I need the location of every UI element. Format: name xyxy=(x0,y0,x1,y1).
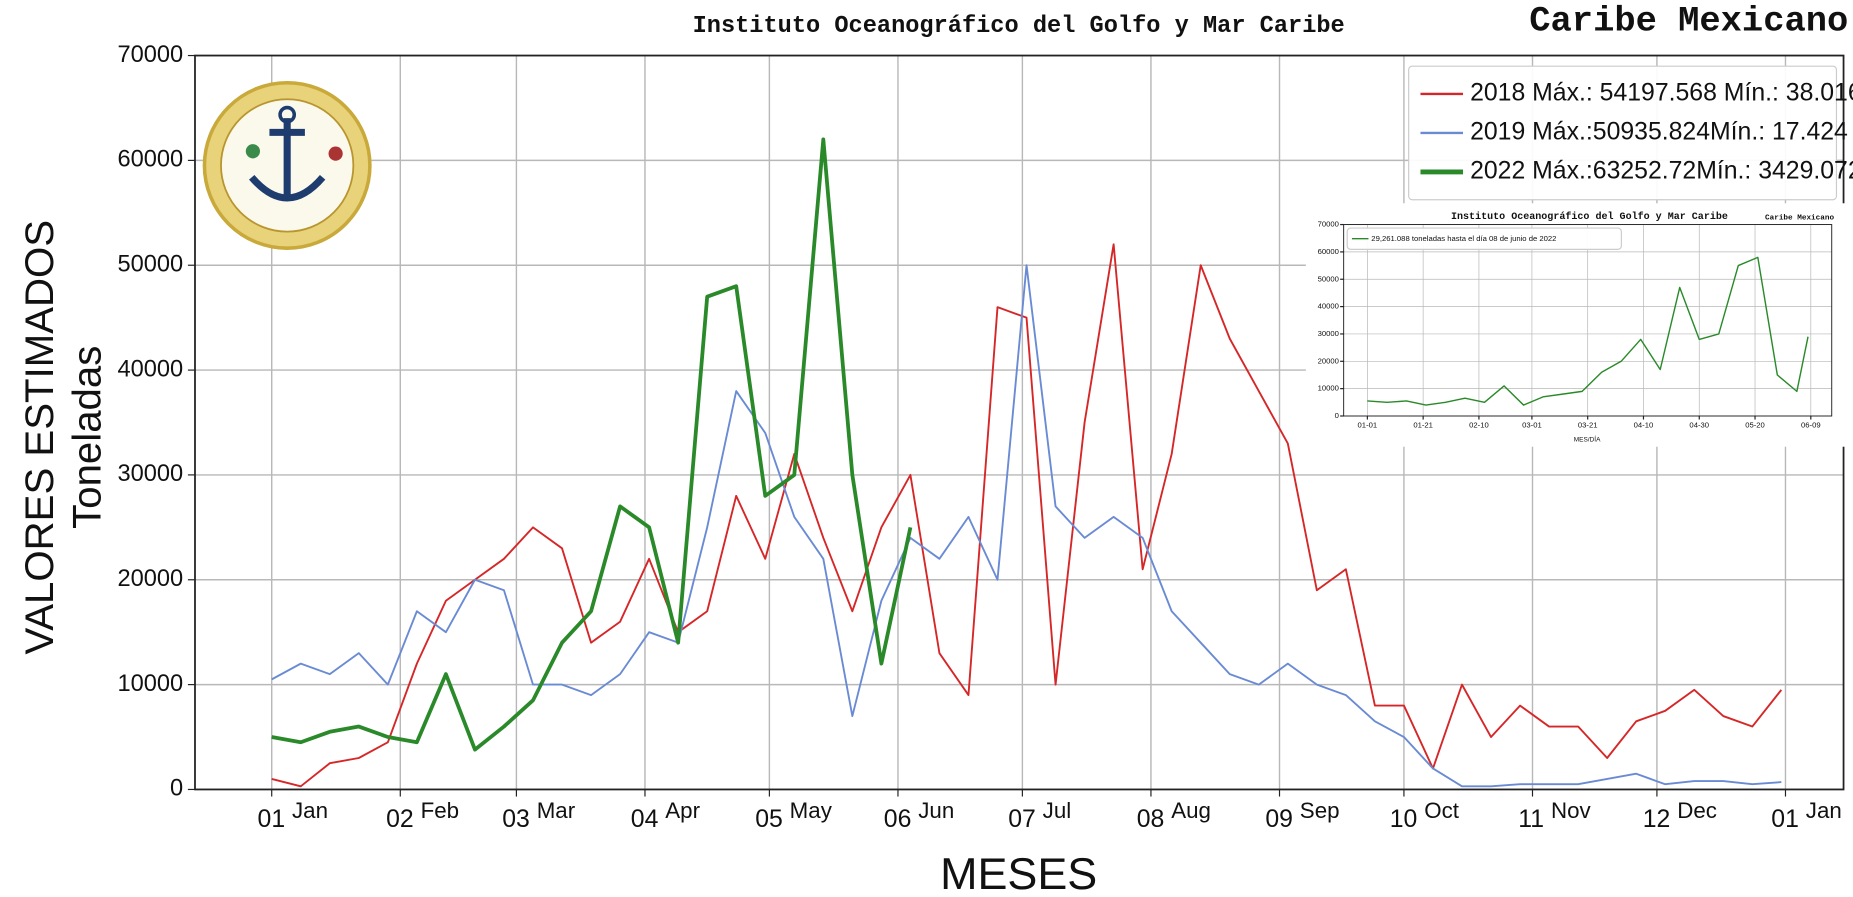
y-tick-label: 50000 xyxy=(117,251,183,277)
x-tick-label: 03-01 xyxy=(1522,420,1542,429)
tick-month: Jan xyxy=(292,798,328,823)
x-tick-label: 05 May xyxy=(755,798,832,833)
x-tick-label: 11 Nov xyxy=(1518,798,1591,833)
x-tick-label: 03-21 xyxy=(1578,420,1598,429)
tick-month: Oct xyxy=(1424,798,1460,823)
tick-day: 08 xyxy=(1137,806,1171,833)
tick-day: 02 xyxy=(386,806,420,833)
chart-subtitle: Caribe Mexicano xyxy=(1765,214,1834,222)
x-tick-label: 04-10 xyxy=(1634,420,1654,429)
y-tick-label: 70000 xyxy=(117,42,183,68)
x-tick-label: 10 Oct xyxy=(1390,798,1460,833)
series-line xyxy=(271,137,913,752)
tick-day: 07 xyxy=(1008,806,1042,833)
tick-month: Jan xyxy=(1806,798,1842,823)
tick-month: Dec xyxy=(1677,798,1717,823)
chart-title: Instituto Oceanográfico del Golfo y Mar … xyxy=(1451,211,1728,223)
logo-anchor xyxy=(249,118,326,202)
tick-month: May xyxy=(790,798,833,823)
tick-month: Aug xyxy=(1171,798,1211,823)
x-tick-label: 05-20 xyxy=(1745,420,1765,429)
x-tick-label: 04-30 xyxy=(1689,420,1709,429)
tick-day: 12 xyxy=(1643,806,1677,833)
legend-label: 29,261.088 toneladas hasta el día 08 de … xyxy=(1371,234,1556,243)
tick-month: Feb xyxy=(421,798,459,823)
logo-dot xyxy=(245,144,260,159)
legend-box xyxy=(1408,65,1838,201)
y-axis-unit: Toneladas xyxy=(64,346,109,529)
x-tick-label: 01 Jan xyxy=(1771,798,1841,833)
y-tick-label: 0 xyxy=(170,776,183,802)
main-chart: 0 10000 20000 30000 40000 50000 60000 70000 01 J… xyxy=(17,1,1853,897)
tick-month: Apr xyxy=(665,798,700,823)
y-tick-label: 50000 xyxy=(1318,274,1339,283)
y-tick-label: 70000 xyxy=(1318,220,1339,229)
x-axis-label: MESES xyxy=(940,848,1097,897)
y-tick-label: 20000 xyxy=(1318,356,1339,365)
y-tick-label: 40000 xyxy=(1318,302,1339,311)
logo-anchor-ring xyxy=(278,105,297,124)
legend-label: 2022 Máx.:63252.72Mín.: 3429.072 xyxy=(1470,158,1853,185)
logo-dot xyxy=(328,146,343,161)
chart-subtitle: Caribe Mexicano xyxy=(1529,1,1848,42)
tick-day: 06 xyxy=(884,806,918,833)
plot-frame xyxy=(1343,224,1833,417)
x-tick-label: 12 Dec xyxy=(1643,798,1717,833)
tick-day: 11 xyxy=(1518,806,1551,833)
tick-month: Nov xyxy=(1551,798,1592,823)
y-tick-label: 30000 xyxy=(1318,329,1339,338)
legend-label: 2018 Máx.: 54197.568 Mín.: 38.016 xyxy=(1470,80,1853,107)
tick-day: 10 xyxy=(1390,806,1424,833)
tick-day: 01 xyxy=(258,806,292,833)
y-tick-label: 20000 xyxy=(117,566,183,592)
series-line xyxy=(271,243,1783,788)
tick-day: 09 xyxy=(1265,806,1299,833)
legend-box xyxy=(1346,227,1622,250)
inset-chart: 0 10000 20000 30000 40000 50000 60000 70000 01-0… xyxy=(1305,203,1853,447)
x-tick-label: 07 Jul xyxy=(1008,798,1071,833)
y-tick-label: 10000 xyxy=(1318,384,1339,393)
chart-title: Instituto Oceanográfico del Golfo y Mar … xyxy=(693,13,1345,40)
y-tick-label: 0 xyxy=(1335,411,1339,420)
x-tick-label: 06 Jun xyxy=(884,798,954,833)
y-tick-label: 30000 xyxy=(117,461,183,487)
x-tick-label: 01 Jan xyxy=(258,798,328,833)
y-axis-label: VALORES ESTIMADOS xyxy=(17,220,62,655)
tick-day: 01 xyxy=(1771,806,1805,833)
series-line xyxy=(271,264,1782,788)
x-axis-label: MES/DÍA xyxy=(1574,434,1601,443)
tick-month: Jun xyxy=(918,798,954,823)
series-line xyxy=(1367,256,1809,406)
logo xyxy=(202,80,372,250)
y-tick-label: 60000 xyxy=(1318,247,1339,256)
x-tick-label: 06-09 xyxy=(1801,420,1821,429)
legend-label: 2019 Máx.:50935.824Mín.: 17.424 xyxy=(1470,119,1848,146)
y-tick-label: 10000 xyxy=(117,671,183,697)
x-tick-label: 02 Feb xyxy=(386,798,459,833)
x-tick-label: 04 Apr xyxy=(631,798,701,833)
y-tick-label: 40000 xyxy=(117,356,183,382)
x-tick-label: 01-01 xyxy=(1358,420,1378,429)
x-tick-label: 03 Mar xyxy=(502,798,575,833)
x-tick-label: 09 Sep xyxy=(1265,798,1339,833)
x-tick-label: 08 Aug xyxy=(1137,798,1211,833)
x-tick-label: 01-21 xyxy=(1413,420,1433,429)
tick-day: 05 xyxy=(755,806,789,833)
tick-day: 04 xyxy=(631,806,665,833)
x-tick-label: 02-10 xyxy=(1469,420,1489,429)
tick-month: Mar xyxy=(537,798,576,823)
tick-month: Jul xyxy=(1043,798,1072,823)
y-tick-label: 60000 xyxy=(117,147,183,173)
tick-day: 03 xyxy=(502,806,536,833)
tick-month: Sep xyxy=(1300,798,1340,823)
